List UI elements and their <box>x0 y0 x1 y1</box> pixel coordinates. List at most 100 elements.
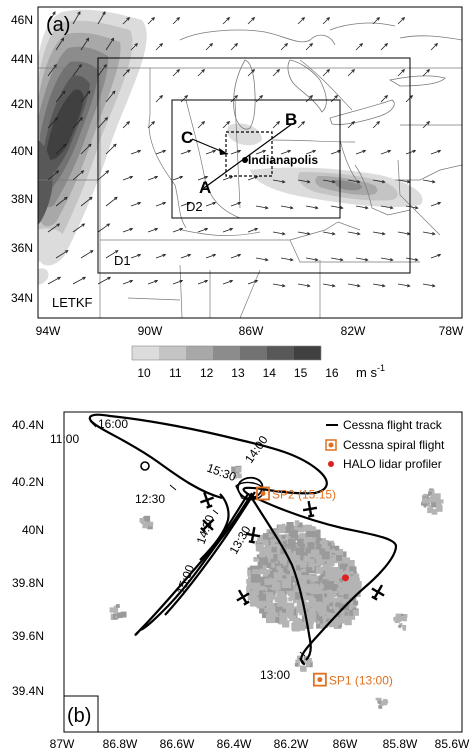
urban-pixel <box>285 603 294 612</box>
wind-vector <box>156 44 162 50</box>
lat-tick: 44N <box>11 52 33 66</box>
urban-pixel <box>263 533 269 539</box>
airplane-icon <box>368 582 388 603</box>
urban-pixel <box>292 623 300 631</box>
urban-pixel <box>345 612 349 616</box>
urban-pixel <box>266 614 275 623</box>
urban-pixel <box>326 566 333 573</box>
urban-pixel <box>306 567 312 573</box>
urban-pixel <box>300 561 307 568</box>
urban-pixel <box>279 616 287 624</box>
urban-pixel <box>378 701 381 704</box>
wind-vector <box>173 70 179 76</box>
urban-pixel <box>116 604 120 608</box>
urban-pixel <box>274 572 283 581</box>
label-domain-d1: D1 <box>114 253 131 268</box>
urban-pixel <box>258 538 263 543</box>
lat-tick: 46N <box>11 13 33 27</box>
spiral-label: SP2 (15:15) <box>272 487 336 501</box>
urban-pixel <box>308 538 312 542</box>
urban-pixel <box>339 589 345 595</box>
urban-pixel <box>253 557 258 562</box>
urban-pixel <box>348 583 354 589</box>
panel-b-lon-ticks: 87W 86.8W 86.6W 86.4W 86.2W 86W 85.8W 85… <box>50 737 470 751</box>
urban-pixel <box>310 587 317 594</box>
wind-vector <box>298 18 304 24</box>
wind-vector <box>256 96 262 102</box>
colorbar-tick-label: 15 <box>294 366 308 380</box>
wind-vector <box>306 44 312 50</box>
wind-vector <box>123 122 129 128</box>
colorbar-swatch <box>294 346 321 360</box>
urban-pixel <box>403 628 406 631</box>
label-cross-section-a: A <box>199 178 211 197</box>
urban-pixel <box>117 612 123 618</box>
wind-vector <box>356 44 362 50</box>
urban-pixel <box>439 499 443 503</box>
urban-pixel <box>251 591 255 595</box>
lat-tick: 39.4N <box>12 684 44 698</box>
label-indianapolis: Indianapolis <box>248 153 318 167</box>
wind-vector <box>198 122 204 128</box>
urban-pixel <box>144 516 150 522</box>
wind-vector <box>306 96 312 102</box>
urban-pixel <box>334 625 338 629</box>
urban-pixel <box>302 534 306 538</box>
urban-pixel <box>396 615 399 618</box>
urban-pixel <box>282 524 285 527</box>
wind-vector <box>273 122 279 128</box>
time-label: 15:30 <box>205 461 238 485</box>
time-label: 16:00 <box>98 417 128 431</box>
urban-pixel <box>323 616 327 620</box>
urban-pixel <box>149 522 154 527</box>
urban-pixel <box>353 610 359 616</box>
colorbar-swatch <box>186 346 213 360</box>
lon-tick: 78W <box>439 324 464 338</box>
wind-vector <box>298 122 304 128</box>
urban-pixel <box>271 562 274 565</box>
urban-pixel <box>283 568 287 572</box>
urban-pixel <box>335 546 340 551</box>
wind-vector <box>406 96 412 102</box>
urban-pixel <box>296 618 300 622</box>
urban-pixel <box>296 561 300 565</box>
urban-pixel <box>247 570 251 574</box>
urban-pixel <box>324 594 327 597</box>
label-domain-d2: D2 <box>186 199 203 214</box>
colorbar-tick-label: 13 <box>231 366 245 380</box>
wind-vector <box>323 18 329 24</box>
urban-pixel <box>398 619 400 621</box>
lon-tick: 85.6W <box>435 737 470 751</box>
urban-pixel <box>322 551 330 559</box>
urban-pixel <box>289 539 295 545</box>
urban-pixel <box>431 502 436 507</box>
lon-tick: 86.6W <box>160 737 195 751</box>
colorbar-swatch <box>240 346 267 360</box>
label-cross-section-b: B <box>285 110 297 129</box>
colorbar-tick-label: 14 <box>263 366 277 380</box>
wind-vector <box>81 251 93 258</box>
lon-tick: 86.2W <box>274 737 309 751</box>
urban-pixel <box>319 605 327 613</box>
urban-pixel <box>295 663 298 666</box>
urban-pixel <box>263 565 267 569</box>
urban-pixel <box>344 594 349 599</box>
urban-pixel <box>269 534 273 538</box>
legend-label: Cessna flight track <box>343 418 443 432</box>
urban-pixel <box>294 525 298 529</box>
colorbar-tick-label: 11 <box>169 366 182 380</box>
panel-b-label: (b) <box>67 705 91 727</box>
urban-pixel <box>422 498 428 504</box>
urban-pixel <box>306 662 310 666</box>
urban-pixel <box>324 612 328 616</box>
urban-pixel <box>317 537 321 541</box>
urban-pixel <box>337 569 343 575</box>
wind-vector <box>348 70 354 76</box>
cross-section-arrowhead <box>219 148 228 155</box>
lat-tick: 40.4N <box>12 418 44 432</box>
legend: Cessna flight track Cessna spiral flight… <box>326 418 445 471</box>
urban-pixel <box>325 573 331 579</box>
great-lakes <box>180 23 462 129</box>
wind-vector <box>273 70 279 76</box>
panel-b: 16:00 11:00 15:30 14:00 12:30 14:30 13:3… <box>12 412 470 751</box>
